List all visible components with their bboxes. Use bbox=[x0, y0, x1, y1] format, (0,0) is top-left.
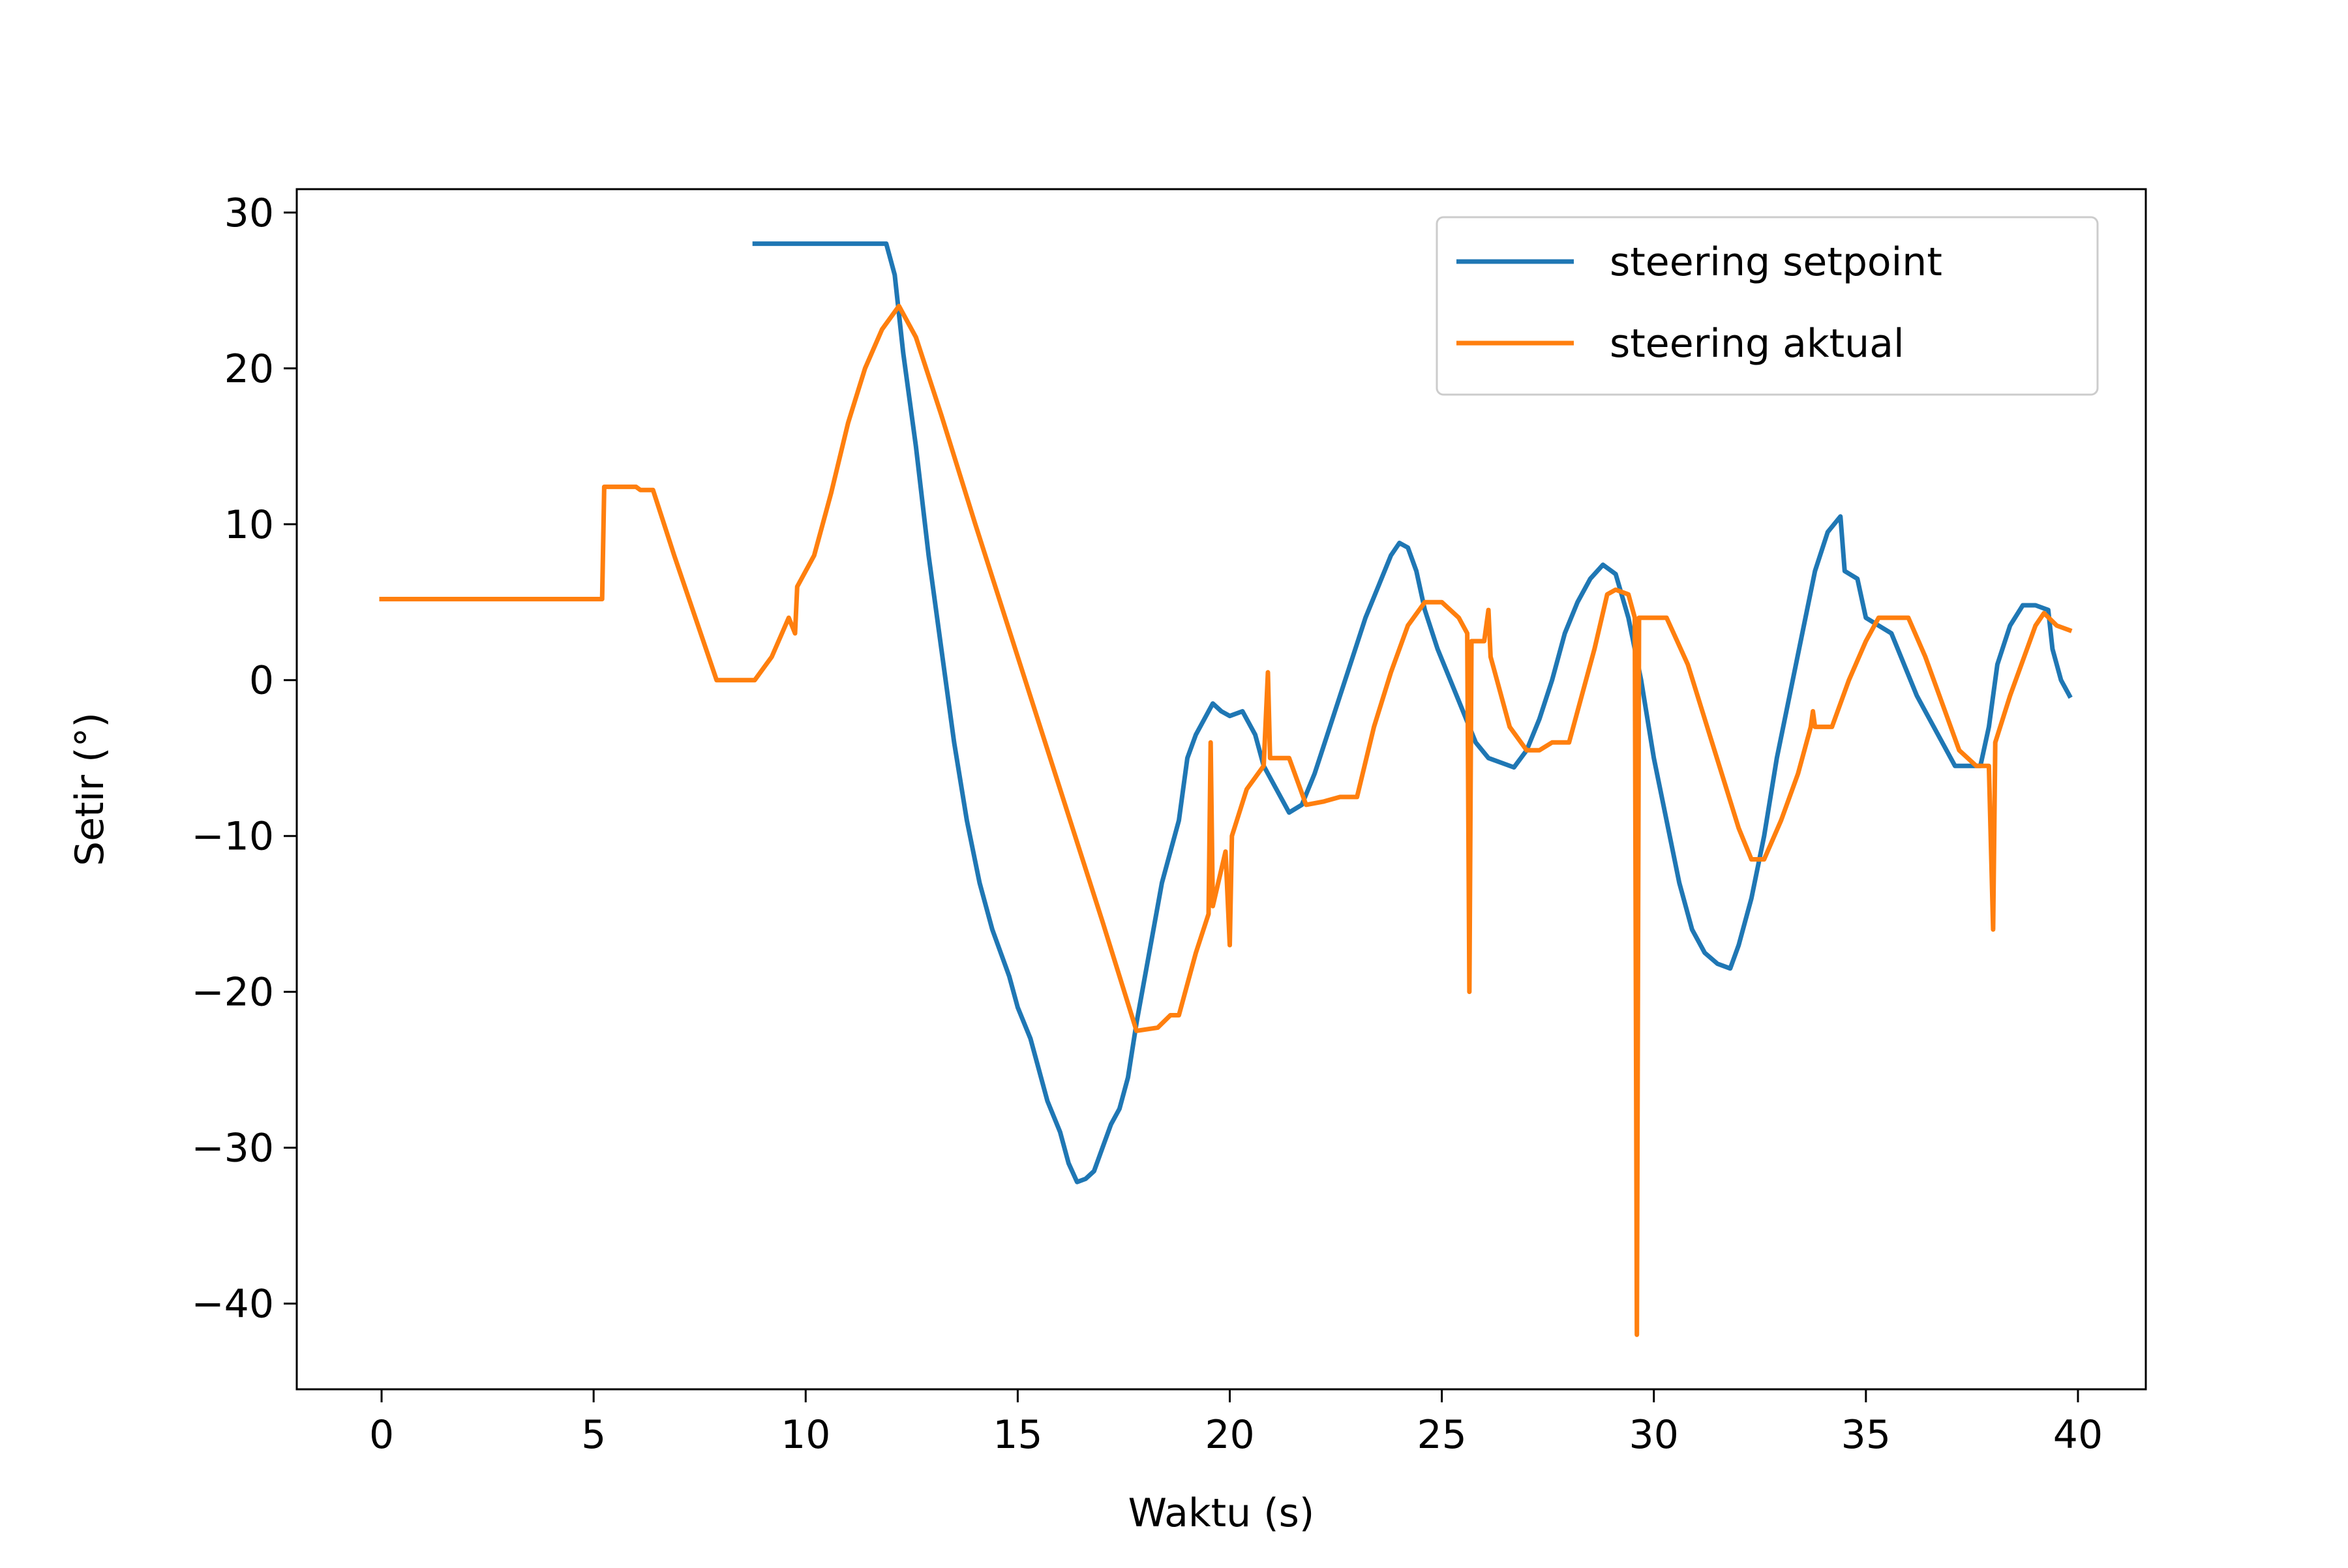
legend-box bbox=[1436, 216, 2099, 396]
y-tick-label: 0 bbox=[249, 658, 274, 704]
x-axis: 0 5 10 15 20 25 30 35 40 bbox=[369, 1389, 2103, 1458]
y-tick-label: −40 bbox=[191, 1282, 274, 1327]
legend: steering setpoint steering aktual bbox=[1436, 216, 2099, 396]
x-tick-label: 20 bbox=[1205, 1412, 1254, 1458]
x-tick-label: 35 bbox=[1841, 1412, 1891, 1458]
x-tick-label: 10 bbox=[781, 1412, 830, 1458]
x-tick-label: 25 bbox=[1417, 1412, 1466, 1458]
series-line-1 bbox=[752, 241, 2073, 1184]
x-tick-label: 30 bbox=[1629, 1412, 1679, 1458]
y-tick-label: −20 bbox=[191, 970, 274, 1016]
y-tick-label: −10 bbox=[191, 814, 274, 860]
y-tick-label: 30 bbox=[224, 190, 274, 236]
y-axis-label: Setir (°) bbox=[67, 712, 113, 866]
y-tick-label: 20 bbox=[224, 346, 274, 392]
legend-label-1: steering setpoint bbox=[1610, 239, 1942, 285]
series-line-2 bbox=[379, 303, 2073, 1337]
x-axis-label: Waktu (s) bbox=[1128, 1490, 1315, 1536]
x-tick-label: 15 bbox=[993, 1412, 1042, 1458]
plot-area-frame bbox=[295, 188, 2147, 1391]
x-tick-label: 40 bbox=[2053, 1412, 2103, 1458]
x-tick-label: 0 bbox=[369, 1412, 394, 1458]
legend-label-2: steering aktual bbox=[1610, 321, 1904, 367]
y-tick-label: −30 bbox=[191, 1126, 274, 1171]
y-tick-label: 10 bbox=[224, 502, 274, 548]
x-tick-label: 5 bbox=[581, 1412, 606, 1458]
y-axis: 30 20 10 0 −10 −20 −30 −40 bbox=[191, 190, 297, 1327]
series-layer bbox=[379, 241, 2073, 1337]
